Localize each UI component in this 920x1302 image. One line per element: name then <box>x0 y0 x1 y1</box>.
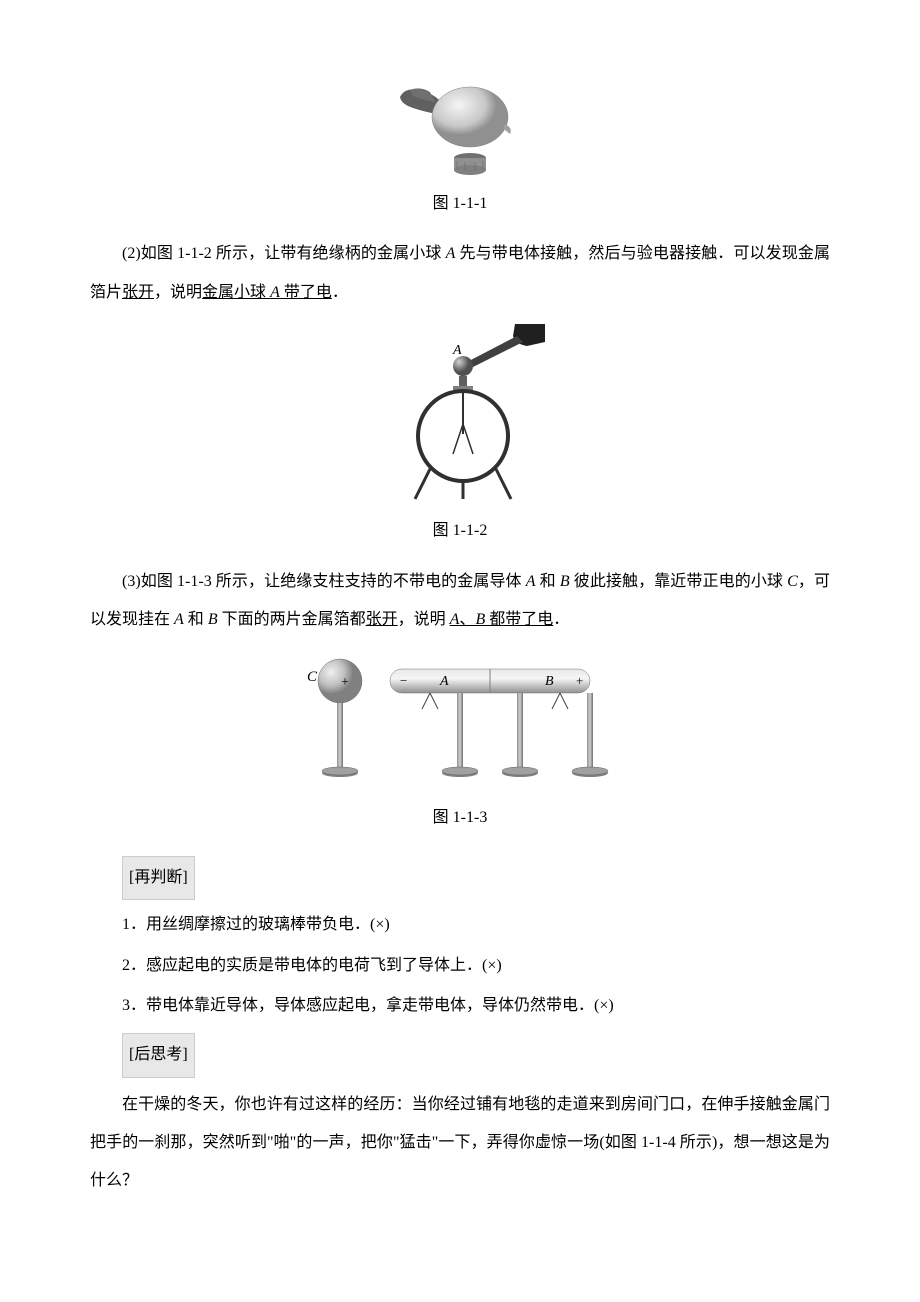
figure-1-1-2-svg: A <box>375 324 545 504</box>
para3-label-a: A <box>526 573 536 590</box>
para3-underline1: 张开 <box>366 611 398 628</box>
figure3-label-b: B <box>545 674 554 689</box>
judge-item-3: 3．带电体靠近导体，导体感应起电，拿走带电体，导体仍然带电．(×) <box>90 987 830 1025</box>
figure-1-1-3-svg: C + − + A B <box>295 651 625 791</box>
para2-underline1: 张开 <box>122 284 154 301</box>
figure-1-1-2-caption: 图 1-1-2 <box>90 512 830 550</box>
paragraph-2: (2)如图 1-1-2 所示，让带有绝缘柄的金属小球 A 先与带电体接触，然后与… <box>90 235 830 312</box>
para2-middle2: ，说明 <box>154 284 202 301</box>
think-text: 在干燥的冬天，你也许有过这样的经历：当你经过铺有地毯的走道来到房间门口，在伸手接… <box>90 1086 830 1201</box>
para2-underline2: 金属小球 A 带了电 <box>202 284 332 301</box>
para2-end: ． <box>332 284 348 301</box>
figure-1-1-3-caption: 图 1-1-3 <box>90 799 830 837</box>
para2-prefix: (2)如图 1-1-2 所示，让带有绝缘柄的金属小球 <box>122 245 446 262</box>
figure2-label-a: A <box>452 343 462 358</box>
figure-1-1-2: A 图 1-1-2 <box>90 324 830 550</box>
figure3-plus-c: + <box>341 675 349 690</box>
judge-item-2: 2．感应起电的实质是带电体的电荷飞到了导体上．(×) <box>90 947 830 985</box>
section-judge: [再判断] 1．用丝绸摩擦过的玻璃棒带负电．(×) 2．感应起电的实质是带电体的… <box>90 850 830 1026</box>
judge-label: [再判断] <box>122 856 195 900</box>
para3-prefix: (3)如图 1-1-3 所示，让绝缘支柱支持的不带电的金属导体 <box>122 573 526 590</box>
think-label: [后思考] <box>122 1033 195 1077</box>
figure3-label-a: A <box>439 674 449 689</box>
para3-label-b: B <box>560 573 570 590</box>
judge-item-1: 1．用丝绸摩擦过的玻璃棒带负电．(×) <box>90 906 830 944</box>
para3-label-c: C <box>787 573 798 590</box>
figure-1-1-1-caption: 图 1-1-1 <box>90 185 830 223</box>
figure-1-1-1: 图 1-1-1 <box>90 82 830 223</box>
paragraph-3: (3)如图 1-1-3 所示，让绝缘支柱支持的不带电的金属导体 A 和 B 彼此… <box>90 563 830 640</box>
para3-underline2: A、B 都带了电 <box>450 611 554 628</box>
figure3-minus-left: − <box>400 673 407 688</box>
para2-ball-label: A <box>446 245 456 262</box>
figure3-plus-right: + <box>576 673 583 688</box>
figure-1-1-1-svg <box>395 82 525 177</box>
figure3-label-c: C <box>307 669 318 685</box>
figure-1-1-3: C + − + A B 图 1-1-3 <box>90 651 830 837</box>
section-think: [后思考] 在干燥的冬天，你也许有过这样的经历：当你经过铺有地毯的走道来到房间门… <box>90 1027 830 1201</box>
